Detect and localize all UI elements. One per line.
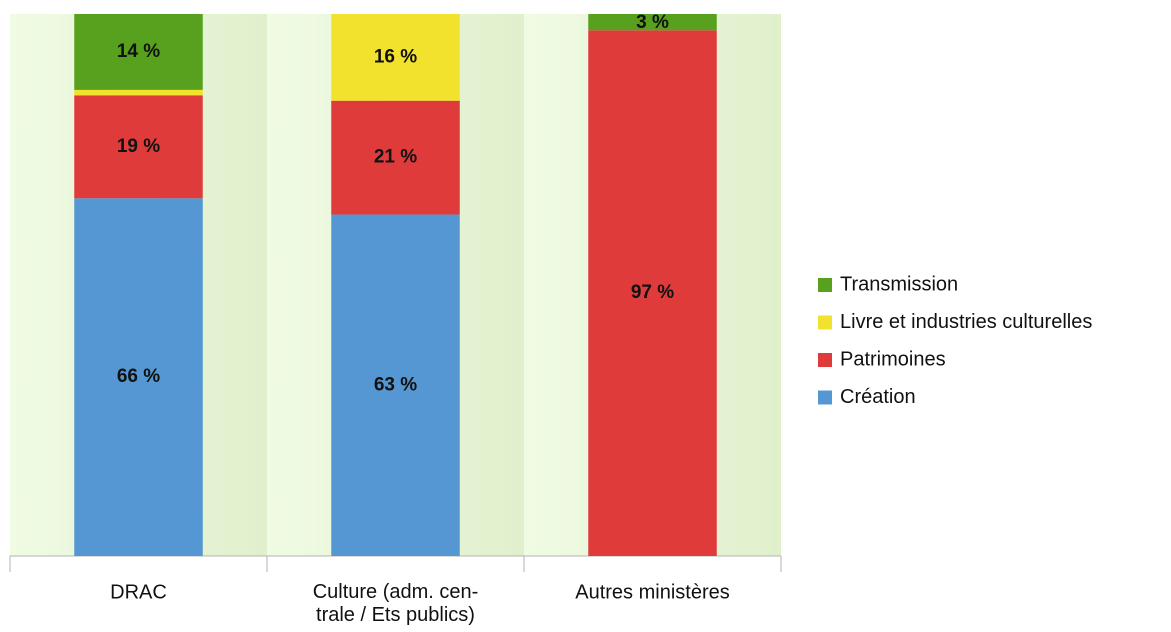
legend-label: Patrimoines [840, 348, 946, 370]
bar-segment [588, 14, 717, 31]
legend-label: Transmission [840, 273, 958, 295]
bar-segment [331, 100, 460, 215]
x-tick-label: Culture (adm. cen-trale / Ets publics) [313, 581, 479, 626]
data-label: 19 % [117, 136, 160, 157]
legend-swatch [818, 390, 832, 405]
data-label: 3 % [636, 12, 669, 33]
data-label: 63 % [374, 374, 417, 395]
data-label: 66 % [117, 366, 160, 387]
bar-segment [74, 95, 203, 199]
bar-segment [74, 14, 203, 90]
legend-label: Livre et industries culturelles [840, 311, 1092, 333]
legend-swatch [818, 353, 832, 367]
legend-label: Création [840, 386, 916, 408]
data-label: 14 % [117, 41, 160, 62]
bar-segment [74, 198, 203, 556]
bar-segment [588, 30, 717, 556]
data-label: 21 % [374, 147, 417, 168]
bar-segment [331, 14, 460, 101]
bar-segment [331, 214, 460, 557]
data-label: 16 % [374, 46, 417, 67]
x-tick-label: Autres ministères [575, 581, 730, 603]
legend-swatch [818, 278, 832, 292]
x-tick-label: DRAC [110, 581, 167, 603]
bar-segment [74, 89, 203, 96]
legend-swatch [818, 315, 832, 330]
data-label: 97 % [631, 282, 674, 303]
